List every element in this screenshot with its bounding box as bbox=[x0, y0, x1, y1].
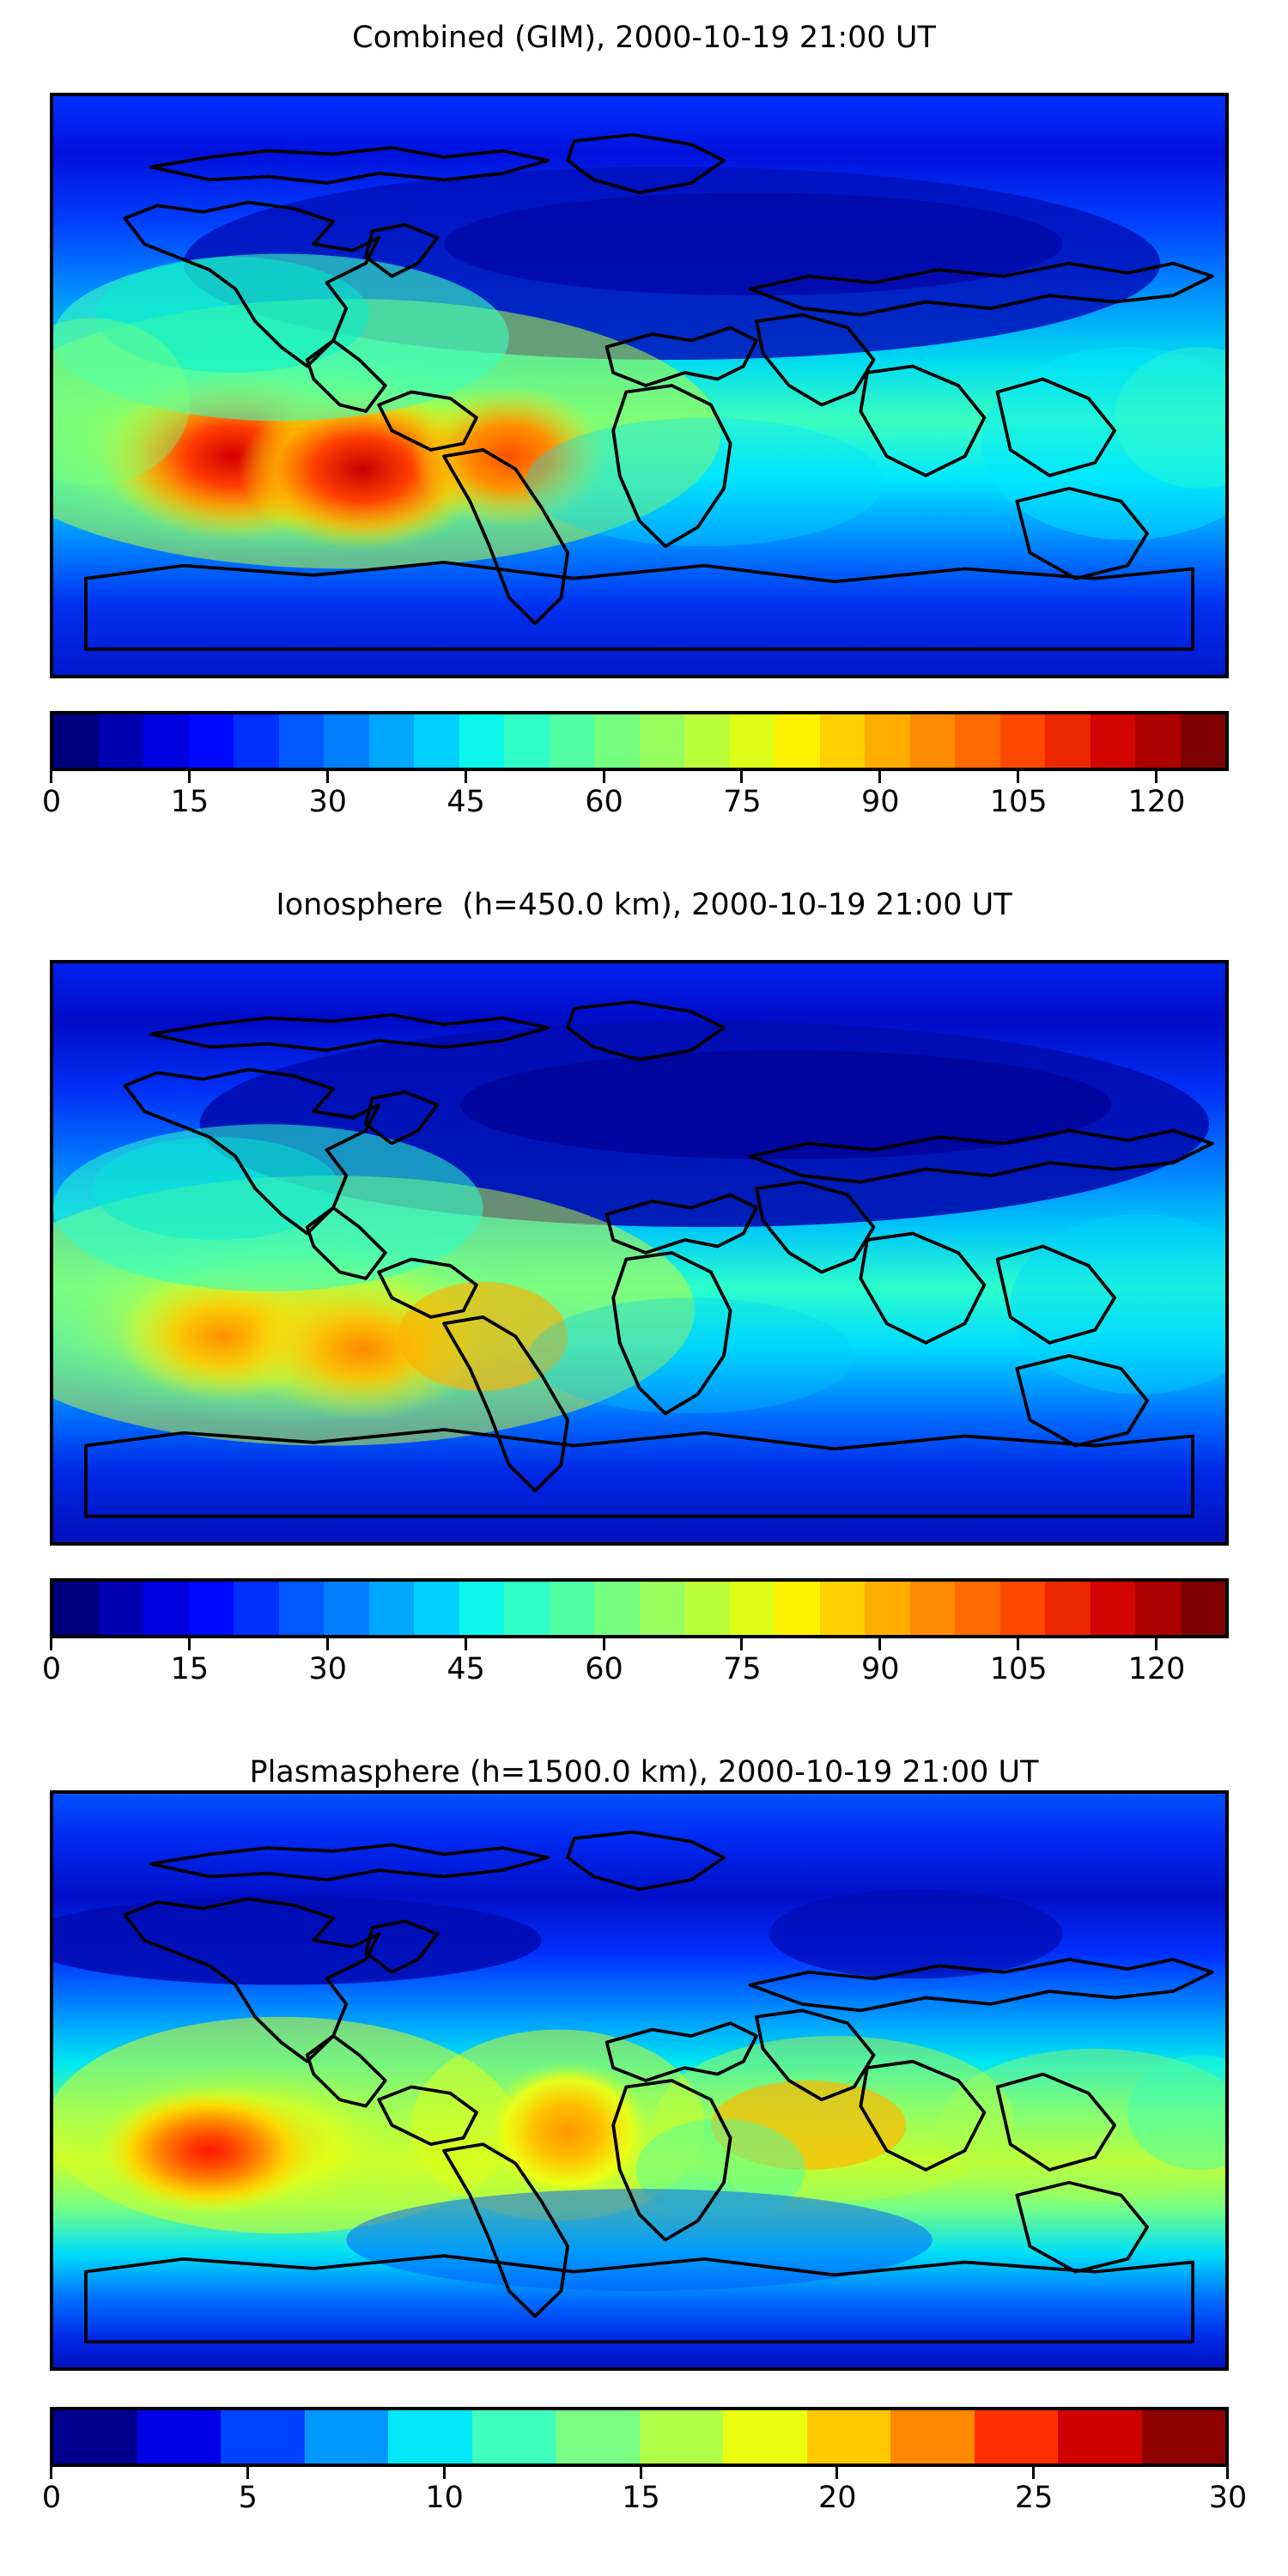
colorbar-tick-label: 75 bbox=[723, 1652, 762, 1686]
colorbar-labels-plasmasphere: 0 5 10 15 20 25 30 bbox=[0, 2481, 1288, 2520]
colorbar-tick-label: 0 bbox=[41, 2481, 62, 2515]
panel-title-ionosphere: Ionosphere (h=450.0 km), 2000-10-19 21:0… bbox=[276, 888, 1012, 922]
colorbar-tick-label: 90 bbox=[861, 1652, 900, 1686]
colorbar-labels-combined-gim: 0 15 30 45 60 75 90 105 120 bbox=[0, 785, 1288, 824]
panel-ionosphere: Ionosphere (h=450.0 km), 2000-10-19 21:0… bbox=[0, 867, 1288, 1735]
colorbar-tick-label: 0 bbox=[41, 785, 62, 819]
colorbar-tick-label: 0 bbox=[41, 1652, 62, 1686]
colorbar-gradient-combined-gim bbox=[53, 714, 1225, 768]
colorbar-tick-label: 60 bbox=[585, 785, 623, 819]
colorbar-tick-label: 30 bbox=[308, 785, 348, 819]
colorbar-tick-label: 60 bbox=[585, 1652, 623, 1686]
colorbar-tick-label: 45 bbox=[447, 1652, 485, 1686]
colorbar-tick-label: 30 bbox=[1208, 2481, 1248, 2515]
map-field-combined-gim bbox=[53, 96, 1225, 675]
map-axes-ionosphere bbox=[50, 960, 1229, 1546]
colorbar-tick-label: 105 bbox=[989, 1652, 1048, 1686]
colorbar-gradient-ionosphere bbox=[53, 1582, 1225, 1635]
map-field-plasmasphere bbox=[53, 1794, 1225, 2367]
colorbar-tick-label: 15 bbox=[170, 785, 210, 819]
colorbar-ticks-combined-gim bbox=[50, 771, 1229, 785]
panel-title-combined-gim: Combined (GIM), 2000-10-19 21:00 UT bbox=[352, 21, 936, 55]
colorbar-tick-label: 5 bbox=[238, 2481, 258, 2515]
colorbar-plasmasphere bbox=[50, 2407, 1229, 2467]
map-field-ionosphere bbox=[53, 963, 1225, 1542]
colorbar-tick-label: 20 bbox=[818, 2481, 857, 2515]
colorbar-tick-label: 25 bbox=[1014, 2481, 1054, 2515]
colorbar-tick-label: 10 bbox=[425, 2481, 464, 2515]
colorbar-combined-gim bbox=[50, 711, 1229, 771]
colorbar-tick-label: 15 bbox=[622, 2481, 660, 2515]
colorbar-tick-label: 105 bbox=[989, 785, 1048, 819]
colorbar-tick-label: 120 bbox=[1127, 785, 1186, 819]
colorbar-tick-label: 30 bbox=[308, 1652, 348, 1686]
map-axes-combined-gim bbox=[50, 93, 1229, 678]
colorbar-tick-label: 45 bbox=[447, 785, 485, 819]
colorbar-tick-label: 90 bbox=[861, 785, 900, 819]
panel-combined-gim: Combined (GIM), 2000-10-19 21:00 UT bbox=[0, 0, 1288, 867]
colorbar-ionosphere bbox=[50, 1578, 1229, 1638]
panel-title-plasmasphere: Plasmasphere (h=1500.0 km), 2000-10-19 2… bbox=[249, 1755, 1039, 1789]
map-axes-plasmasphere bbox=[50, 1790, 1229, 2371]
colorbar-ticks-ionosphere bbox=[50, 1638, 1229, 1652]
colorbar-tick-label: 75 bbox=[723, 785, 762, 819]
colorbar-gradient-plasmasphere bbox=[53, 2410, 1225, 2464]
colorbar-tick-label: 120 bbox=[1127, 1652, 1186, 1686]
colorbar-labels-ionosphere: 0 15 30 45 60 75 90 105 120 bbox=[0, 1652, 1288, 1692]
colorbar-tick-label: 15 bbox=[170, 1652, 210, 1686]
panel-plasmasphere: Plasmasphere (h=1500.0 km), 2000-10-19 2… bbox=[0, 1735, 1288, 2576]
colorbar-ticks-plasmasphere bbox=[50, 2467, 1229, 2481]
